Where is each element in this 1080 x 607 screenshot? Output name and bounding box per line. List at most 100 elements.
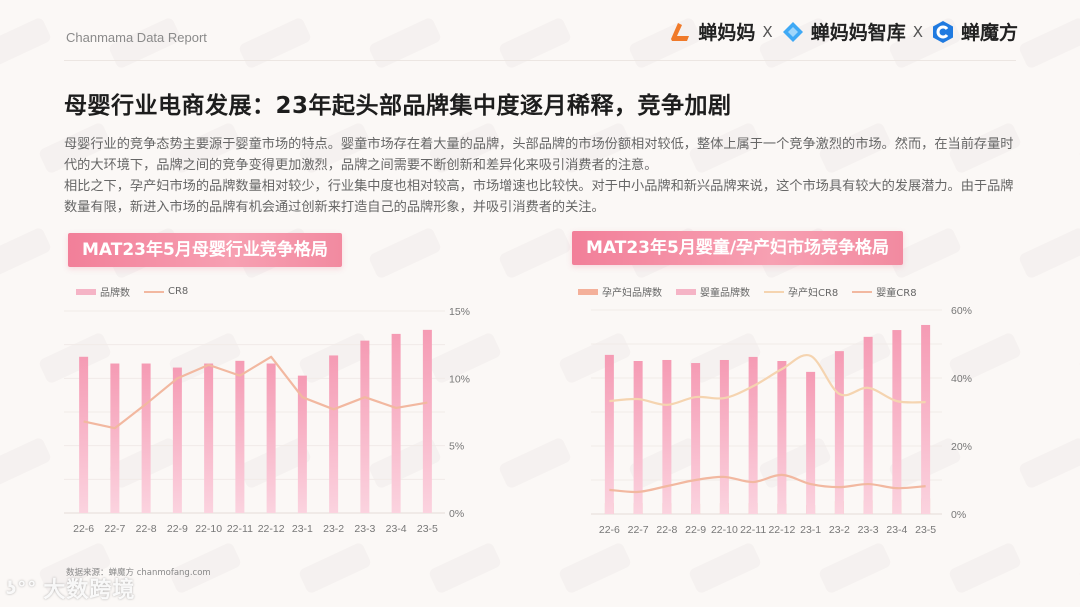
bar bbox=[235, 360, 245, 513]
partner-logos: 蝉妈妈 X 蝉妈妈智库 X 蝉魔方 bbox=[667, 18, 1018, 45]
watermark-tile bbox=[687, 541, 763, 595]
legend-swatch-line bbox=[764, 290, 784, 293]
watermark-tile bbox=[557, 541, 633, 595]
watermark-tile bbox=[367, 226, 443, 280]
y-axis-tick-label: 10% bbox=[449, 373, 470, 385]
x-axis-tick-label: 22-7 bbox=[628, 524, 649, 536]
logo-separator: X bbox=[912, 22, 923, 41]
y-axis-tick-label: 15% bbox=[449, 306, 470, 318]
legend-label: 婴童品牌数 bbox=[700, 288, 750, 299]
x-axis-tick-label: 22-9 bbox=[685, 524, 706, 536]
x-axis-tick-label: 22-11 bbox=[227, 523, 253, 535]
x-axis-tick-label: 22-9 bbox=[167, 523, 188, 535]
logo-chanmama-text: 蝉妈妈 bbox=[698, 22, 756, 44]
bar bbox=[110, 363, 120, 513]
legend-label: 孕产妇CR8 bbox=[788, 288, 839, 299]
legend-item: 孕产妇品牌数 bbox=[578, 284, 662, 299]
bar bbox=[691, 363, 701, 514]
chanmama-logo-icon bbox=[671, 22, 690, 41]
bar bbox=[748, 356, 758, 514]
x-axis-tick-label: 22-8 bbox=[136, 523, 157, 535]
legend-item: 婴童品牌数 bbox=[676, 284, 750, 299]
bar bbox=[777, 361, 787, 514]
bar bbox=[921, 324, 931, 514]
legend-label: CR8 bbox=[168, 286, 189, 297]
summary-text: 母婴行业的竞争态势主要源于婴童市场的特点。婴童市场存在着大量的品牌，头部品牌的市… bbox=[64, 134, 1024, 218]
watermark-tile bbox=[497, 436, 573, 490]
watermark-tile bbox=[0, 16, 53, 70]
header-divider bbox=[64, 60, 1016, 61]
watermark-tile bbox=[367, 16, 443, 70]
legend-swatch-bar bbox=[578, 288, 598, 295]
chart-legend-right: 孕产妇品牌数 婴童品牌数 孕产妇CR8 婴童CR8 bbox=[578, 284, 917, 299]
legend-item: 品牌数 bbox=[76, 284, 130, 299]
x-axis-tick-label: 23-1 bbox=[800, 524, 821, 536]
watermark-tile bbox=[427, 541, 503, 595]
corner-watermark: ʖ°° 大数跨境 bbox=[6, 572, 135, 604]
report-brand: Chanmama Data Report bbox=[66, 30, 207, 45]
logo-zhiku-text: 蝉妈妈智库 bbox=[810, 22, 906, 44]
x-axis-tick-label: 23-5 bbox=[915, 524, 936, 536]
bar bbox=[391, 333, 401, 513]
x-axis-tick-label: 22-6 bbox=[599, 524, 620, 536]
corner-watermark-text: 大数跨境 bbox=[43, 578, 136, 603]
legend-swatch-bar bbox=[676, 288, 696, 295]
y-axis-tick-label: 40% bbox=[951, 373, 972, 385]
x-axis-tick-label: 23-2 bbox=[323, 523, 344, 535]
watermark-tile bbox=[0, 436, 53, 490]
bar bbox=[662, 359, 672, 514]
legend-item: 婴童CR8 bbox=[852, 284, 917, 299]
x-axis-tick-label: 23-4 bbox=[386, 523, 407, 535]
chart-title-right: MAT23年5月婴童/孕产妇市场竞争格局 bbox=[572, 231, 904, 265]
bar bbox=[329, 355, 339, 513]
legend-label: 品牌数 bbox=[100, 288, 130, 299]
watermark-tile bbox=[497, 226, 573, 280]
bar bbox=[834, 351, 844, 514]
x-axis-tick-label: 23-5 bbox=[417, 523, 438, 535]
chart-left-plot: 0% 5% 10% 15% 22-6 22-7 22-8 22-9 22-10 22-11 22-1… bbox=[64, 306, 470, 535]
chart-right-plot: 0% 20% 40% 60% 22-6 22-7 22-8 22-9 22-10 22-11 22-… bbox=[591, 305, 972, 536]
bar bbox=[806, 371, 816, 514]
legend-swatch-bar bbox=[76, 288, 96, 295]
bar bbox=[892, 330, 902, 514]
y-axis-tick-label: 20% bbox=[951, 441, 972, 453]
y-axis-tick-label: 0% bbox=[449, 508, 464, 520]
chanmofang-logo-icon bbox=[932, 20, 953, 43]
y-axis-tick-label: 60% bbox=[951, 305, 972, 317]
watermark-tile bbox=[947, 541, 1023, 595]
bar bbox=[141, 363, 151, 513]
x-axis-tick-label: 23-1 bbox=[292, 523, 313, 535]
x-axis-tick-label: 23-2 bbox=[829, 524, 850, 536]
bar bbox=[604, 354, 614, 514]
bar bbox=[719, 359, 729, 514]
corner-watermark-icon: ʖ°° bbox=[6, 577, 38, 599]
logo-separator: X bbox=[762, 22, 773, 41]
legend-swatch-line bbox=[144, 290, 164, 293]
summary-paragraph: 相比之下，孕产妇市场的品牌数量相对较少，行业集中度也相对较高，市场增速也比较快。… bbox=[64, 179, 1014, 215]
bar bbox=[266, 363, 276, 513]
watermark-tile bbox=[0, 226, 53, 280]
chart-legend-left: 品牌数 CR8 bbox=[76, 284, 188, 299]
bar bbox=[633, 361, 643, 514]
line-series bbox=[609, 353, 926, 406]
watermark-tile bbox=[1017, 16, 1080, 70]
x-axis-tick-label: 22-12 bbox=[768, 524, 795, 536]
x-axis-tick-label: 22-12 bbox=[258, 523, 285, 535]
x-axis-tick-label: 23-3 bbox=[858, 524, 879, 536]
watermark-tile bbox=[297, 541, 373, 595]
bar bbox=[422, 329, 432, 513]
bar bbox=[297, 375, 307, 513]
line-series bbox=[83, 355, 428, 430]
watermark-tile bbox=[237, 16, 313, 70]
legend-label: 婴童CR8 bbox=[876, 288, 917, 299]
legend-swatch-line bbox=[852, 290, 873, 293]
data-source: 数据来源：蝉魔方 chanmofang.com bbox=[66, 568, 211, 578]
bar bbox=[204, 363, 214, 513]
bar bbox=[172, 367, 182, 513]
chanmama-zhiku-logo-icon bbox=[782, 21, 803, 42]
logo-chanmofang-text: 蝉魔方 bbox=[960, 22, 1018, 44]
bar bbox=[79, 356, 89, 513]
x-axis-tick-label: 22-7 bbox=[104, 523, 125, 535]
watermark-tile bbox=[497, 16, 573, 70]
watermark-tile bbox=[817, 541, 893, 595]
